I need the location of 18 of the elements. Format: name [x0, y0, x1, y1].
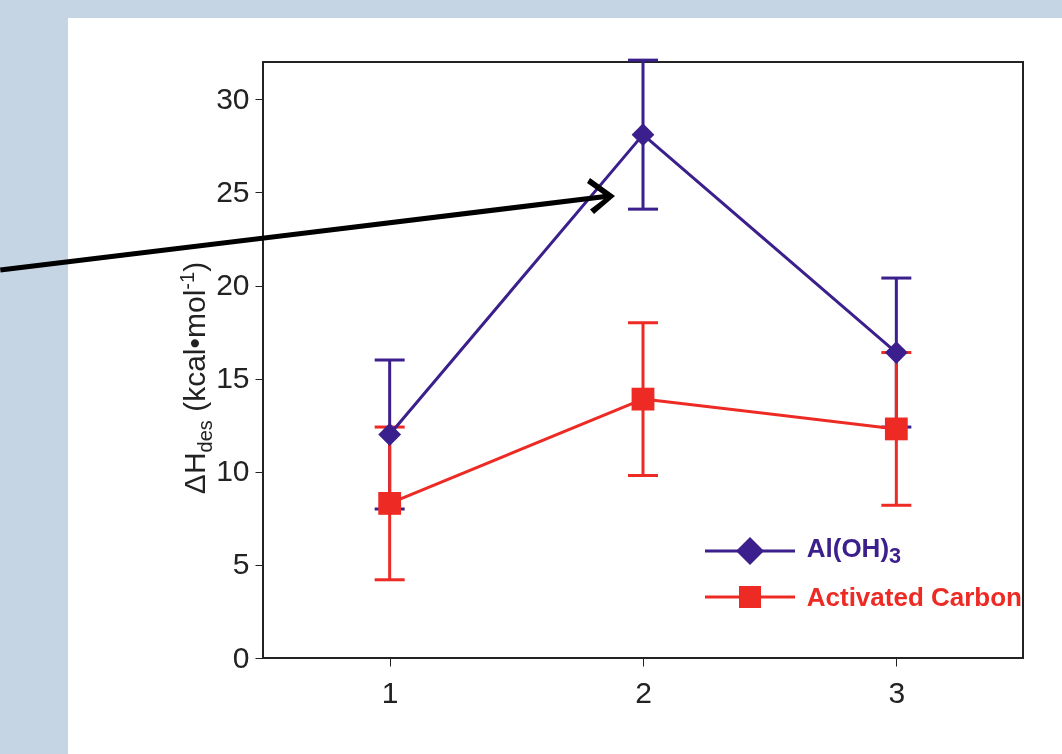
- y-tick-label: 25: [216, 174, 250, 208]
- point: [631, 387, 655, 411]
- y-tick-label: 30: [216, 81, 250, 115]
- y-tick-label: 15: [216, 361, 250, 395]
- y-tick-label: 5: [232, 547, 250, 581]
- point: [378, 423, 402, 446]
- x-tick-label: 2: [635, 675, 652, 709]
- point: [631, 123, 655, 147]
- x-tick-label: 1: [381, 675, 399, 709]
- y-tick-label: 10: [216, 454, 250, 488]
- y-tick-label: 0: [232, 640, 250, 674]
- point: [884, 417, 908, 441]
- y-tick-label: 20: [216, 268, 250, 301]
- point: [378, 492, 402, 515]
- x-tick-label: 3: [888, 675, 906, 709]
- legend-label: Activated Carbon: [806, 581, 1022, 613]
- point: [884, 341, 908, 364]
- legend-label: Al(OH)$_{3}$: [806, 532, 902, 570]
